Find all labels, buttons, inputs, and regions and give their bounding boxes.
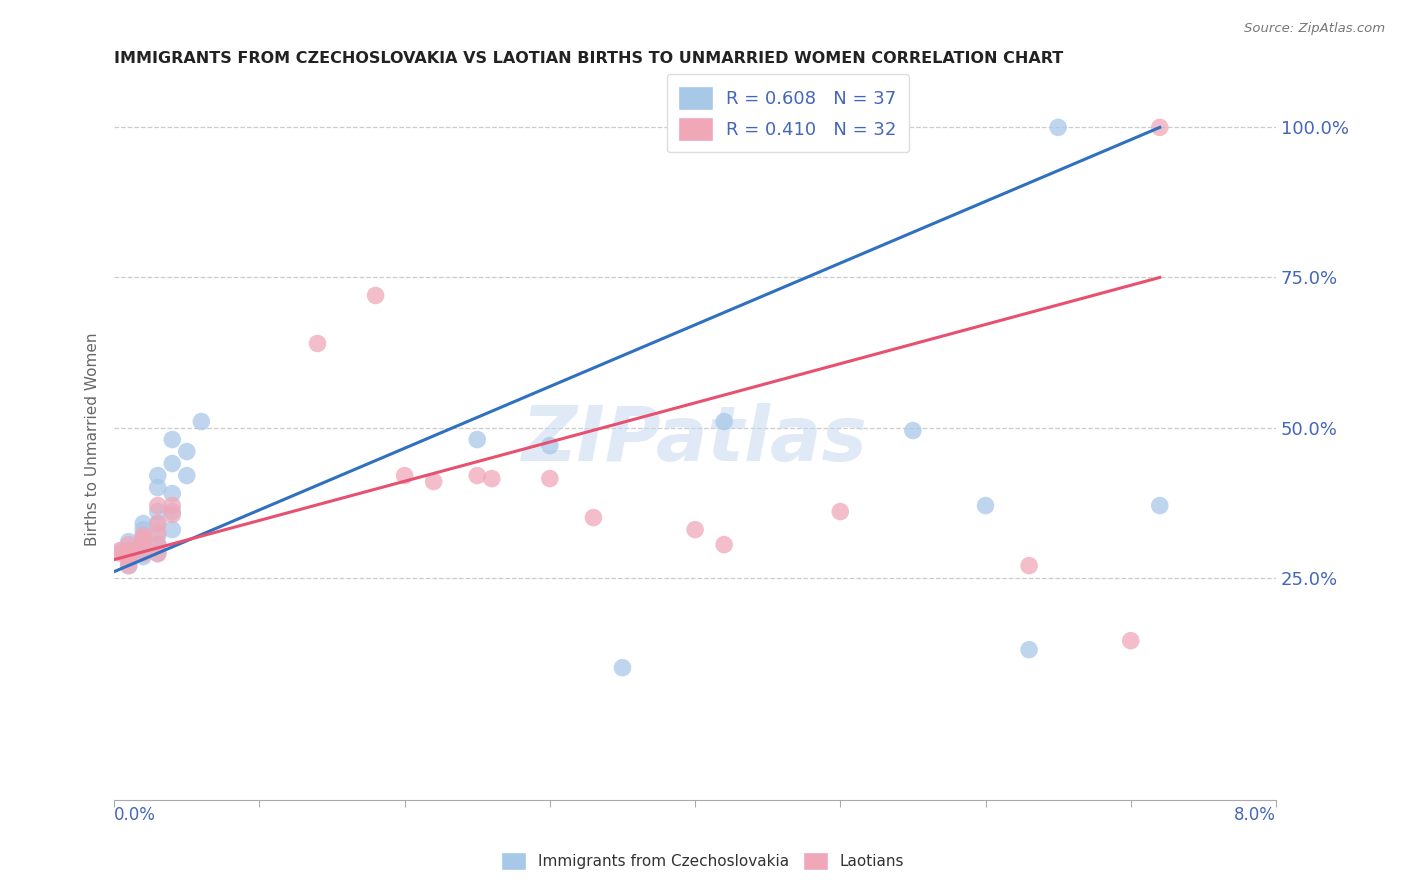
Legend: R = 0.608   N = 37, R = 0.410   N = 32: R = 0.608 N = 37, R = 0.410 N = 32 <box>666 74 910 153</box>
Point <box>118 534 141 549</box>
Point <box>713 415 735 429</box>
Point <box>538 439 561 453</box>
Point <box>190 415 212 429</box>
Text: ZIPatlas: ZIPatlas <box>522 402 868 476</box>
Point <box>612 661 634 675</box>
Point <box>110 547 132 561</box>
Point <box>118 558 141 573</box>
Point <box>132 528 155 542</box>
Point <box>132 538 155 552</box>
Point <box>1018 558 1040 573</box>
Point <box>683 523 706 537</box>
Point <box>422 475 444 489</box>
Point <box>307 336 329 351</box>
Point <box>162 505 184 519</box>
Point <box>132 523 155 537</box>
Point <box>713 538 735 552</box>
Point <box>162 523 184 537</box>
Point <box>901 424 924 438</box>
Point <box>162 499 184 513</box>
Point <box>394 468 416 483</box>
Point <box>132 532 155 546</box>
Point <box>146 528 169 542</box>
Point <box>146 505 169 519</box>
Point <box>132 547 155 561</box>
Point <box>146 538 169 552</box>
Point <box>132 528 155 542</box>
Text: Source: ZipAtlas.com: Source: ZipAtlas.com <box>1244 22 1385 36</box>
Point <box>118 543 141 558</box>
Point <box>108 543 131 558</box>
Point <box>146 516 169 531</box>
Point <box>162 486 184 500</box>
Point <box>176 468 198 483</box>
Point <box>118 543 141 558</box>
Point <box>176 444 198 458</box>
Point <box>162 508 184 522</box>
Point <box>1149 499 1171 513</box>
Point <box>1119 633 1142 648</box>
Point <box>118 547 141 561</box>
Point <box>162 457 184 471</box>
Point <box>465 468 488 483</box>
Point <box>162 433 184 447</box>
Point <box>146 516 169 531</box>
Point <box>118 549 141 564</box>
Point <box>974 499 997 513</box>
Point <box>146 468 169 483</box>
Point <box>146 481 169 495</box>
Y-axis label: Births to Unmarried Women: Births to Unmarried Women <box>86 333 100 546</box>
Point <box>110 543 132 558</box>
Point <box>146 525 169 540</box>
Point <box>481 472 503 486</box>
Point <box>465 433 488 447</box>
Point <box>1047 120 1070 135</box>
Point <box>132 534 155 549</box>
Text: 0.0%: 0.0% <box>114 805 156 823</box>
Legend: Immigrants from Czechoslovakia, Laotians: Immigrants from Czechoslovakia, Laotians <box>496 847 910 875</box>
Point <box>582 510 605 524</box>
Text: 8.0%: 8.0% <box>1234 805 1277 823</box>
Point <box>538 472 561 486</box>
Point <box>146 547 169 561</box>
Point <box>132 549 155 564</box>
Point <box>118 558 141 573</box>
Point <box>146 538 169 552</box>
Text: IMMIGRANTS FROM CZECHOSLOVAKIA VS LAOTIAN BIRTHS TO UNMARRIED WOMEN CORRELATION : IMMIGRANTS FROM CZECHOSLOVAKIA VS LAOTIA… <box>114 51 1063 66</box>
Point <box>146 499 169 513</box>
Point <box>132 516 155 531</box>
Point <box>1018 642 1040 657</box>
Point <box>118 552 141 566</box>
Point <box>132 543 155 558</box>
Point <box>118 538 141 552</box>
Point <box>364 288 387 302</box>
Point <box>830 505 852 519</box>
Point <box>118 549 141 564</box>
Point <box>146 547 169 561</box>
Point <box>1149 120 1171 135</box>
Point <box>118 547 141 561</box>
